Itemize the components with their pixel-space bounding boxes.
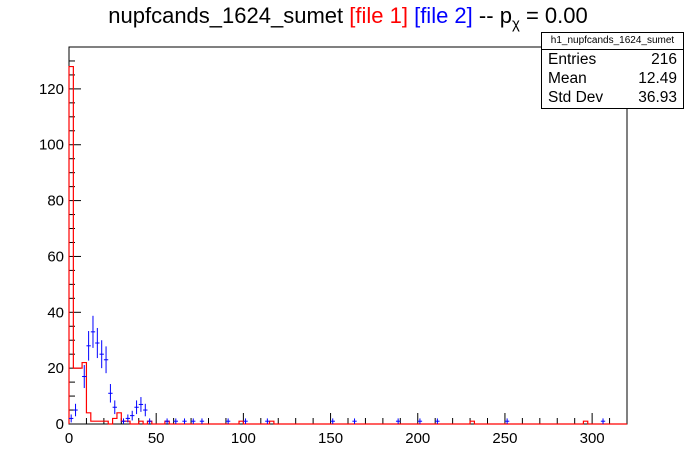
data-point-file2 xyxy=(86,331,91,361)
data-point-file2 xyxy=(435,418,440,424)
data-point-file2 xyxy=(395,418,401,424)
data-point-file2 xyxy=(191,418,196,424)
stats-label: Entries xyxy=(548,51,597,68)
title-histname: nupfcands_1624_sumet xyxy=(108,3,344,28)
y-tick-label: 100 xyxy=(39,137,64,154)
stats-box-name: h1_nupfcands_1624_sumet xyxy=(542,33,683,50)
data-point-file2 xyxy=(125,414,131,423)
data-point-file2 xyxy=(182,418,187,424)
x-tick-label: 150 xyxy=(318,430,343,447)
data-point-file2 xyxy=(330,418,335,424)
y-tick-label: 60 xyxy=(47,248,64,265)
data-point-file2 xyxy=(147,418,152,424)
title-p-subscript: χ xyxy=(511,15,520,33)
title-p-symbol: p xyxy=(499,3,512,28)
data-point-file2 xyxy=(143,403,148,417)
data-point-file2 xyxy=(82,365,87,389)
y-tick-label: 20 xyxy=(47,360,64,377)
data-point-file2 xyxy=(99,340,104,369)
data-point-file2 xyxy=(243,418,248,424)
stats-label: Mean xyxy=(548,70,587,87)
data-point-file2 xyxy=(73,403,78,417)
data-point-file2 xyxy=(225,418,231,424)
y-axis: 0 20 40 60 80 100 120 xyxy=(39,46,81,433)
stats-row-entries: Entries 216 xyxy=(542,50,683,69)
stats-box: h1_nupfcands_1624_sumet Entries 216 Mean… xyxy=(541,32,684,109)
x-tick-label: 200 xyxy=(405,430,430,447)
data-point-file2 xyxy=(417,418,423,424)
x-tick-label: 100 xyxy=(231,430,256,447)
data-point-file2 xyxy=(173,418,178,424)
data-point-file2 xyxy=(134,400,139,415)
series-file1 xyxy=(68,65,627,425)
stats-value: 12.49 xyxy=(638,70,677,87)
data-point-file2 xyxy=(138,397,144,412)
y-tick-label: 120 xyxy=(39,81,64,98)
series-file2 xyxy=(69,315,606,424)
data-point-file2 xyxy=(112,400,117,415)
x-tick-label: 50 xyxy=(148,430,165,447)
data-point-file2 xyxy=(121,418,126,424)
data-point-file2 xyxy=(95,327,100,359)
stats-value: 216 xyxy=(651,51,677,68)
stats-value: 36.93 xyxy=(638,89,677,106)
data-point-file2 xyxy=(504,418,510,424)
data-point-file2 xyxy=(103,346,109,374)
data-point-file2 xyxy=(69,414,74,423)
title-file2-label: [file 2] xyxy=(414,3,473,28)
data-point-file2 xyxy=(164,418,170,424)
y-tick-label: 80 xyxy=(47,193,64,210)
data-point-file2 xyxy=(600,418,606,424)
x-tick-label: 300 xyxy=(580,430,605,447)
series-file1-step xyxy=(68,65,627,425)
stats-row-mean: Mean 12.49 xyxy=(542,69,683,88)
data-point-file2 xyxy=(108,384,113,403)
y-tick-label: 40 xyxy=(47,304,64,321)
title-p-value: = 0.00 xyxy=(525,3,588,28)
y-tick-label: 0 xyxy=(56,416,64,433)
chart-title: nupfcands_1624_sumet [file 1] [file 2] -… xyxy=(0,3,696,32)
data-point-file2 xyxy=(352,418,357,424)
data-point-file2 xyxy=(265,418,270,424)
data-point-file2 xyxy=(130,410,135,421)
data-point-file2 xyxy=(90,315,96,348)
x-tick-label: 250 xyxy=(492,430,517,447)
data-point-file2 xyxy=(199,418,205,424)
stats-label: Std Dev xyxy=(548,89,604,106)
title-separator: -- xyxy=(478,3,494,28)
title-file1-label: [file 1] xyxy=(349,3,408,28)
x-tick-label: 0 xyxy=(65,430,73,447)
x-axis: 0 50 100 150 200 250 300 xyxy=(65,413,628,447)
stats-row-stddev: Std Dev 36.93 xyxy=(542,88,683,107)
